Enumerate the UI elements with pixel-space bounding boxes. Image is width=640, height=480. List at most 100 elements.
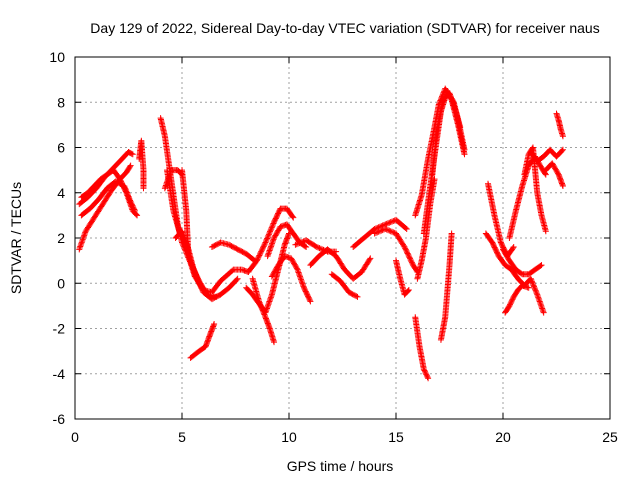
x-tick-label: 15 (388, 429, 404, 445)
data-point (366, 256, 373, 263)
data-point (529, 281, 536, 288)
data-point (531, 284, 538, 291)
data-point (306, 297, 313, 304)
series-arc-05 (136, 137, 147, 192)
data-point (274, 228, 281, 235)
series-arc-31 (482, 230, 547, 316)
data-point (258, 303, 265, 310)
data-point (408, 258, 415, 265)
data-points (76, 85, 566, 382)
data-point (549, 160, 556, 167)
data-point (292, 241, 299, 248)
series-arc-12 (208, 239, 258, 264)
data-point (405, 253, 412, 260)
data-point (140, 185, 147, 192)
data-point (388, 218, 395, 225)
data-point (256, 299, 263, 306)
data-point (268, 273, 275, 280)
data-point (542, 228, 549, 235)
data-point (403, 225, 410, 232)
data-point (528, 277, 535, 284)
data-point (292, 262, 299, 269)
data-point (423, 372, 430, 379)
data-point (402, 225, 409, 232)
series-arc-15 (249, 275, 278, 346)
data-point (532, 286, 539, 293)
data-point (538, 262, 545, 269)
series-arc-27 (429, 90, 464, 178)
data-point (269, 221, 276, 228)
data-point (401, 244, 408, 251)
series-arc-28 (414, 176, 438, 282)
data-point (264, 234, 271, 241)
data-point (260, 310, 267, 317)
data-point (257, 302, 264, 309)
data-point (261, 240, 268, 247)
x-tick-label: 25 (602, 429, 618, 445)
data-point (390, 229, 397, 236)
data-point (289, 257, 296, 264)
data-point (386, 227, 393, 234)
data-point (254, 256, 261, 263)
data-point (508, 298, 515, 305)
data-point (354, 293, 361, 300)
data-point (448, 230, 455, 237)
series-arc-29 (437, 230, 455, 343)
data-point (256, 251, 263, 258)
series-arc-21 (350, 216, 410, 251)
data-point (260, 243, 267, 250)
data-point (461, 146, 468, 153)
data-point (303, 244, 310, 251)
data-point (510, 244, 517, 251)
x-tick-label: 5 (178, 429, 186, 445)
series-arc-17 (268, 253, 314, 305)
data-point (127, 162, 134, 169)
series-arc-19 (307, 246, 374, 282)
data-point (272, 267, 279, 274)
data-point (273, 231, 280, 238)
series-arc-10 (179, 167, 252, 296)
data-point (270, 220, 277, 227)
data-point (293, 264, 300, 271)
data-point (402, 246, 409, 253)
data-point (259, 245, 266, 252)
data-point (288, 255, 295, 262)
data-point (261, 242, 268, 249)
axis-ticks: 0 5 10 15 20 25 -6 -4 -2 0 2 4 6 8 10 (49, 49, 618, 445)
data-point (317, 245, 324, 252)
data-point (551, 164, 558, 171)
data-point (289, 213, 296, 220)
data-point (293, 241, 300, 248)
data-point (507, 301, 514, 308)
y-tick-label: 4 (57, 185, 65, 201)
data-point (266, 230, 273, 237)
data-point (256, 298, 263, 305)
data-point (507, 300, 514, 307)
data-point (268, 224, 275, 231)
data-point (307, 298, 314, 305)
data-point (293, 265, 300, 272)
y-tick-label: 10 (49, 49, 65, 65)
data-point (379, 227, 386, 234)
data-point (386, 219, 393, 226)
data-point (133, 211, 140, 218)
data-point (407, 255, 414, 262)
data-point (542, 170, 549, 177)
data-point (272, 232, 279, 239)
data-point (259, 307, 266, 314)
data-point (537, 262, 544, 269)
data-point (402, 245, 409, 252)
data-point (275, 227, 282, 234)
data-point (502, 251, 509, 258)
data-point (552, 165, 559, 172)
data-point (531, 283, 538, 290)
data-point (371, 230, 378, 237)
data-point (273, 265, 280, 272)
data-point (530, 282, 537, 289)
data-point (405, 251, 412, 258)
data-point (367, 255, 374, 262)
data-point (271, 235, 278, 241)
data-point (134, 212, 141, 219)
data-point (276, 226, 283, 233)
data-point (408, 259, 415, 266)
